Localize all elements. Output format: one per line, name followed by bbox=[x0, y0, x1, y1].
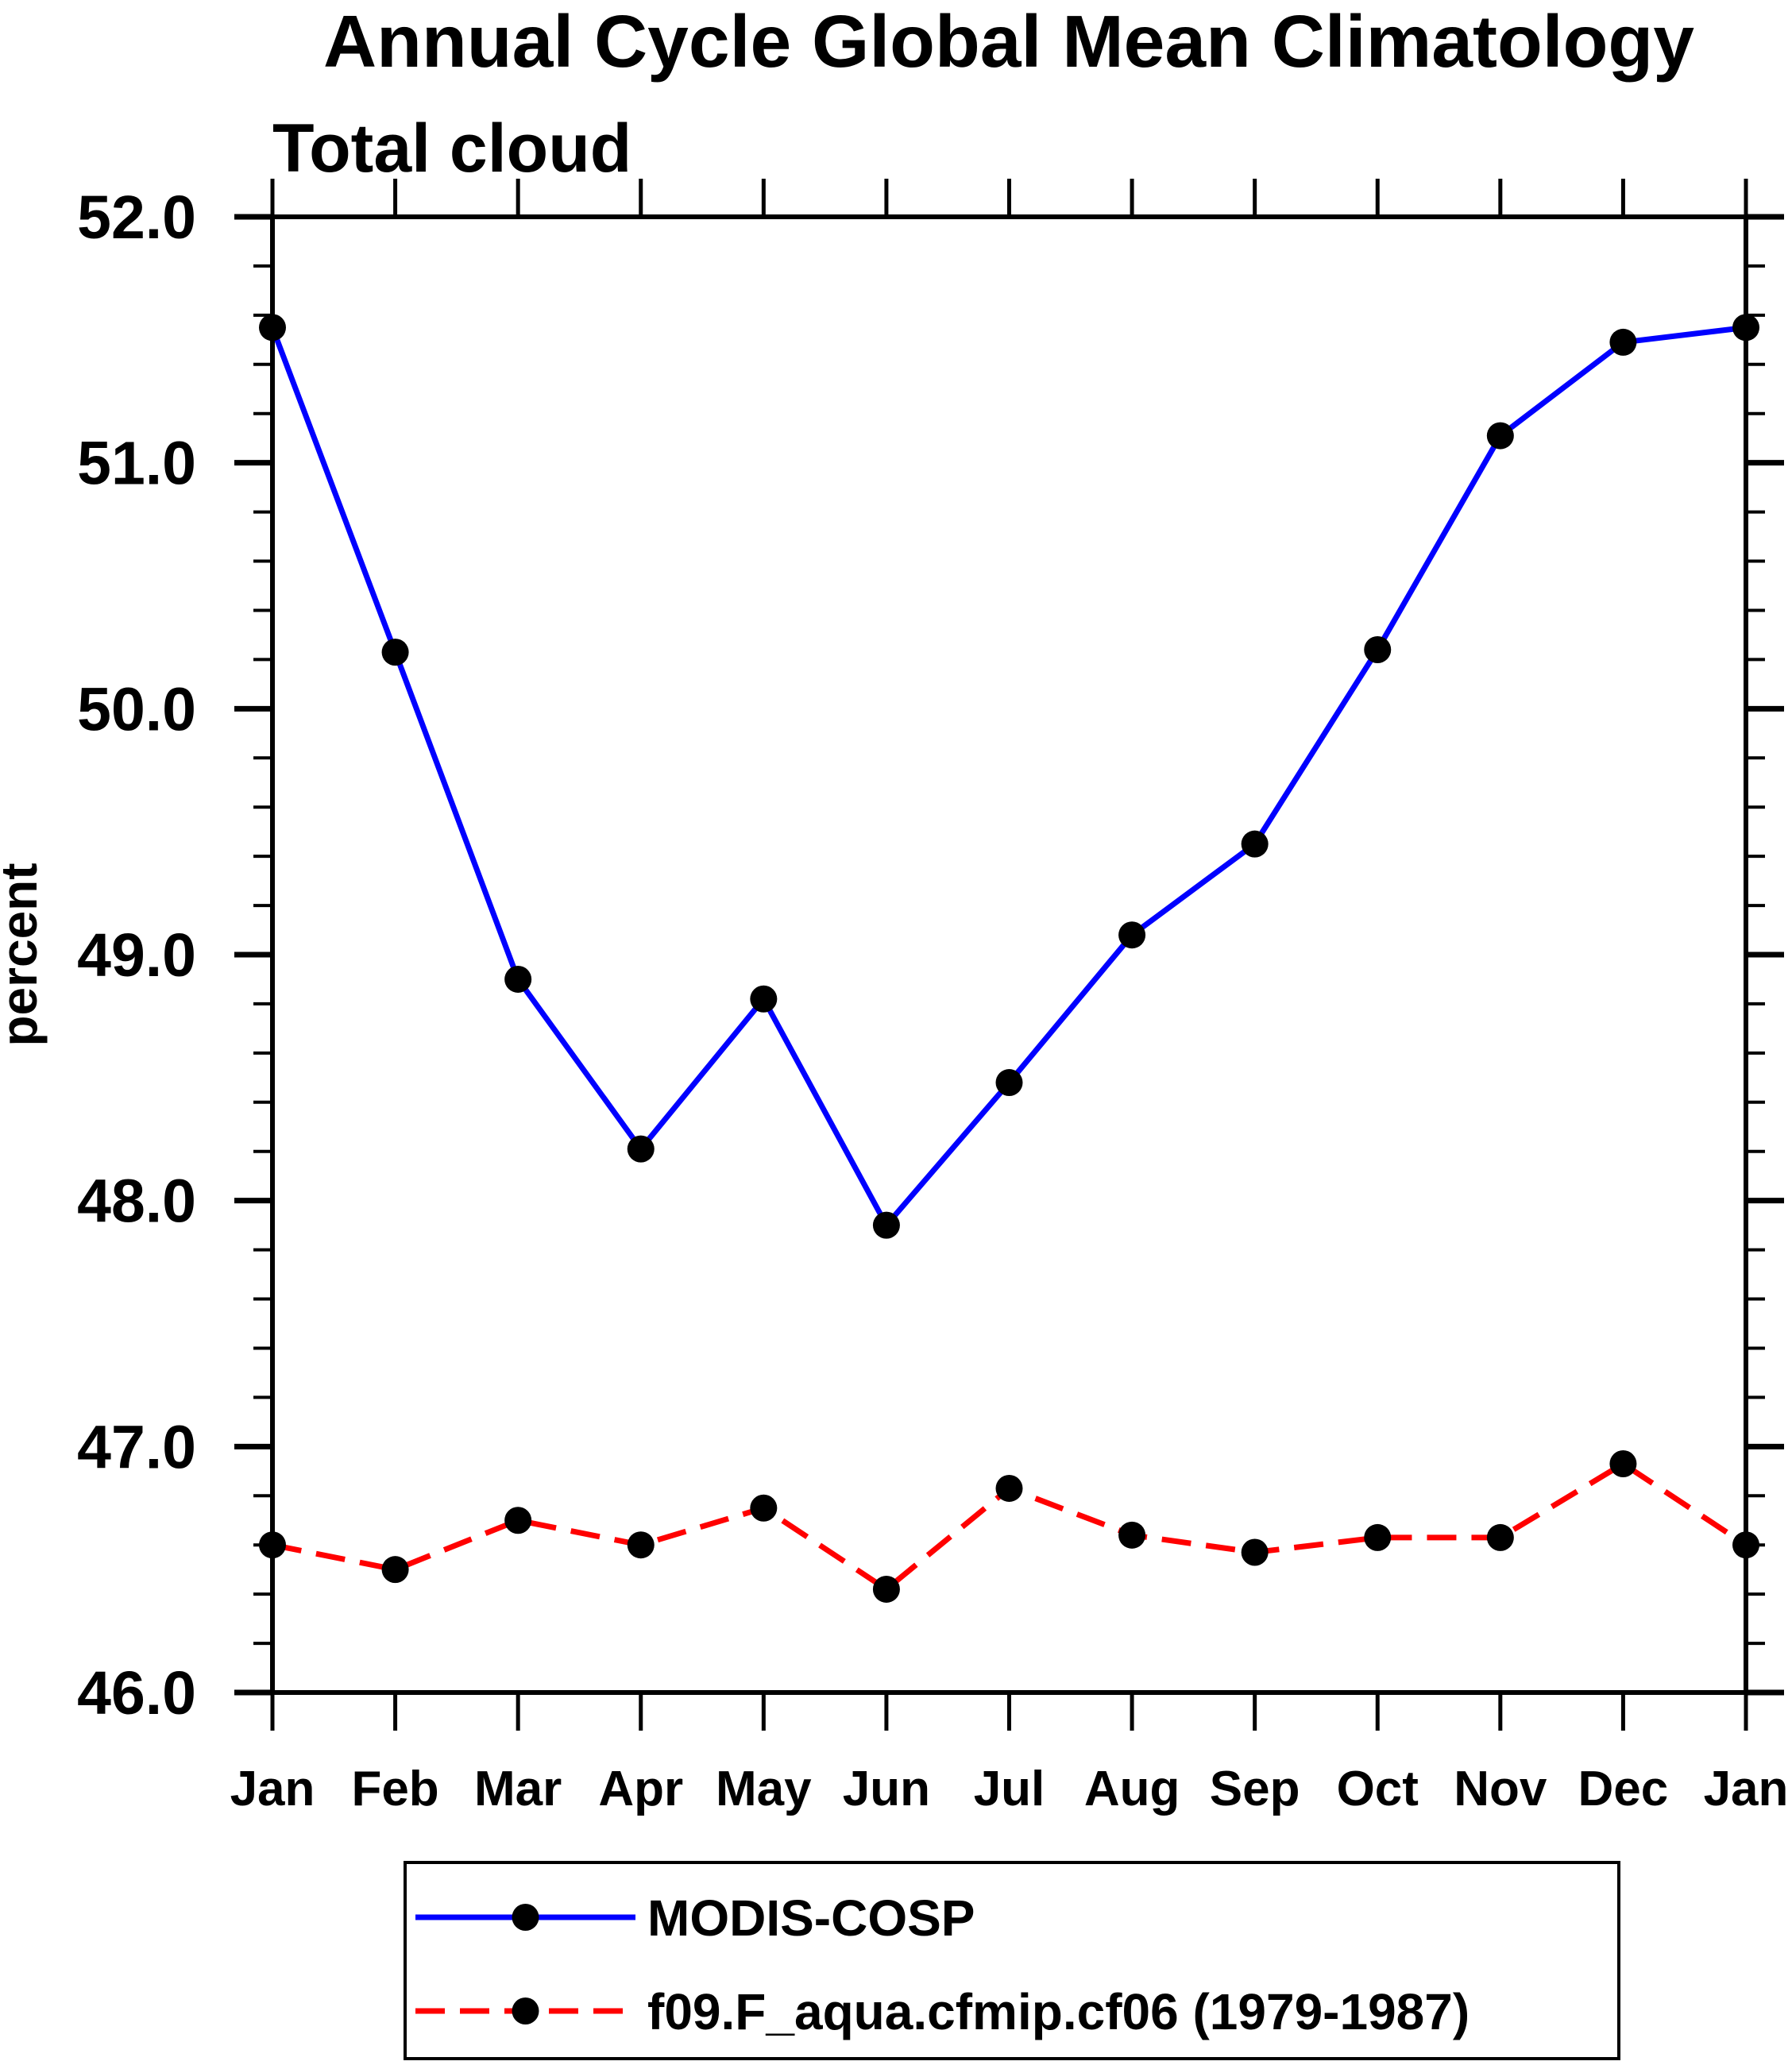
legend-sample-marker bbox=[512, 1997, 539, 2024]
axes-layer: 52.0 51.0 50.0 49.0 48.0 47.0 46.0 Jan Feb Mar Apr… bbox=[77, 179, 1788, 1816]
y-axis-label: percent bbox=[0, 863, 48, 1046]
chart-subtitle: Total cloud bbox=[272, 110, 631, 187]
legend-layer: MODIS-COSP f09.F_aqua.cfmip.cf06 (1979-19… bbox=[404, 1861, 1620, 2060]
data-point-marker bbox=[1241, 830, 1269, 858]
x-tick-label: Apr bbox=[598, 1762, 683, 1816]
x-tick-label: Jan bbox=[230, 1762, 315, 1816]
data-point-marker bbox=[627, 1135, 655, 1163]
x-tick-label: May bbox=[716, 1762, 812, 1816]
x-tick-label: Sep bbox=[1210, 1762, 1300, 1816]
data-point-marker bbox=[995, 1474, 1023, 1502]
chart-title: Annual Cycle Global Mean Climatology bbox=[323, 0, 1694, 83]
y-tick-label: 51.0 bbox=[77, 430, 196, 498]
data-point-marker bbox=[504, 965, 532, 993]
x-tick-label: Jul bbox=[974, 1762, 1045, 1816]
legend-box bbox=[404, 1861, 1620, 2060]
legend-label-0: MODIS-COSP bbox=[647, 1889, 975, 1947]
data-point-marker bbox=[750, 1494, 778, 1522]
data-point-marker bbox=[1118, 921, 1146, 949]
y-tick-label: 50.0 bbox=[77, 675, 196, 743]
x-tick-label: Feb bbox=[351, 1762, 438, 1816]
y-tick-label: 48.0 bbox=[77, 1168, 196, 1236]
x-tick-label: Nov bbox=[1454, 1762, 1547, 1816]
x-tick-label: Dec bbox=[1578, 1762, 1669, 1816]
data-point-marker bbox=[1118, 1521, 1146, 1549]
y-tick-label: 47.0 bbox=[77, 1413, 196, 1481]
x-tick-label: Mar bbox=[474, 1762, 562, 1816]
legend-label-1: f09.F_aqua.cfmip.cf06 (1979-1987) bbox=[647, 1983, 1470, 2040]
data-point-marker bbox=[504, 1507, 532, 1534]
data-point-marker bbox=[381, 639, 409, 666]
plot-frame bbox=[270, 214, 1748, 1695]
data-point-marker bbox=[750, 985, 778, 1013]
data-point-marker bbox=[995, 1069, 1023, 1097]
data-point-marker bbox=[259, 314, 286, 342]
data-point-marker bbox=[1609, 1450, 1637, 1478]
y-tick-label: 49.0 bbox=[77, 921, 196, 990]
y-tick-label: 46.0 bbox=[77, 1659, 196, 1727]
x-tick-label: Oct bbox=[1337, 1762, 1419, 1816]
data-point-marker bbox=[1486, 1523, 1514, 1551]
data-point-marker bbox=[1364, 1523, 1392, 1551]
data-point-marker bbox=[1732, 1531, 1759, 1559]
data-point-marker bbox=[1732, 314, 1759, 342]
data-point-marker bbox=[381, 1556, 409, 1584]
data-point-marker bbox=[872, 1575, 900, 1603]
legend-sample-marker bbox=[512, 1904, 539, 1931]
data-point-marker bbox=[259, 1531, 286, 1559]
data-point-marker bbox=[1609, 328, 1637, 356]
data-point-marker bbox=[872, 1211, 900, 1239]
data-point-marker bbox=[1364, 636, 1392, 664]
x-tick-label: Aug bbox=[1084, 1762, 1180, 1816]
x-tick-label: Jan bbox=[1704, 1762, 1789, 1816]
x-tick-label: Jun bbox=[843, 1762, 930, 1816]
y-tick-label: 52.0 bbox=[77, 183, 196, 252]
data-point-marker bbox=[1241, 1538, 1269, 1566]
data-point-marker bbox=[1486, 422, 1514, 450]
data-point-marker bbox=[627, 1531, 655, 1559]
series-layer bbox=[259, 314, 1759, 1603]
